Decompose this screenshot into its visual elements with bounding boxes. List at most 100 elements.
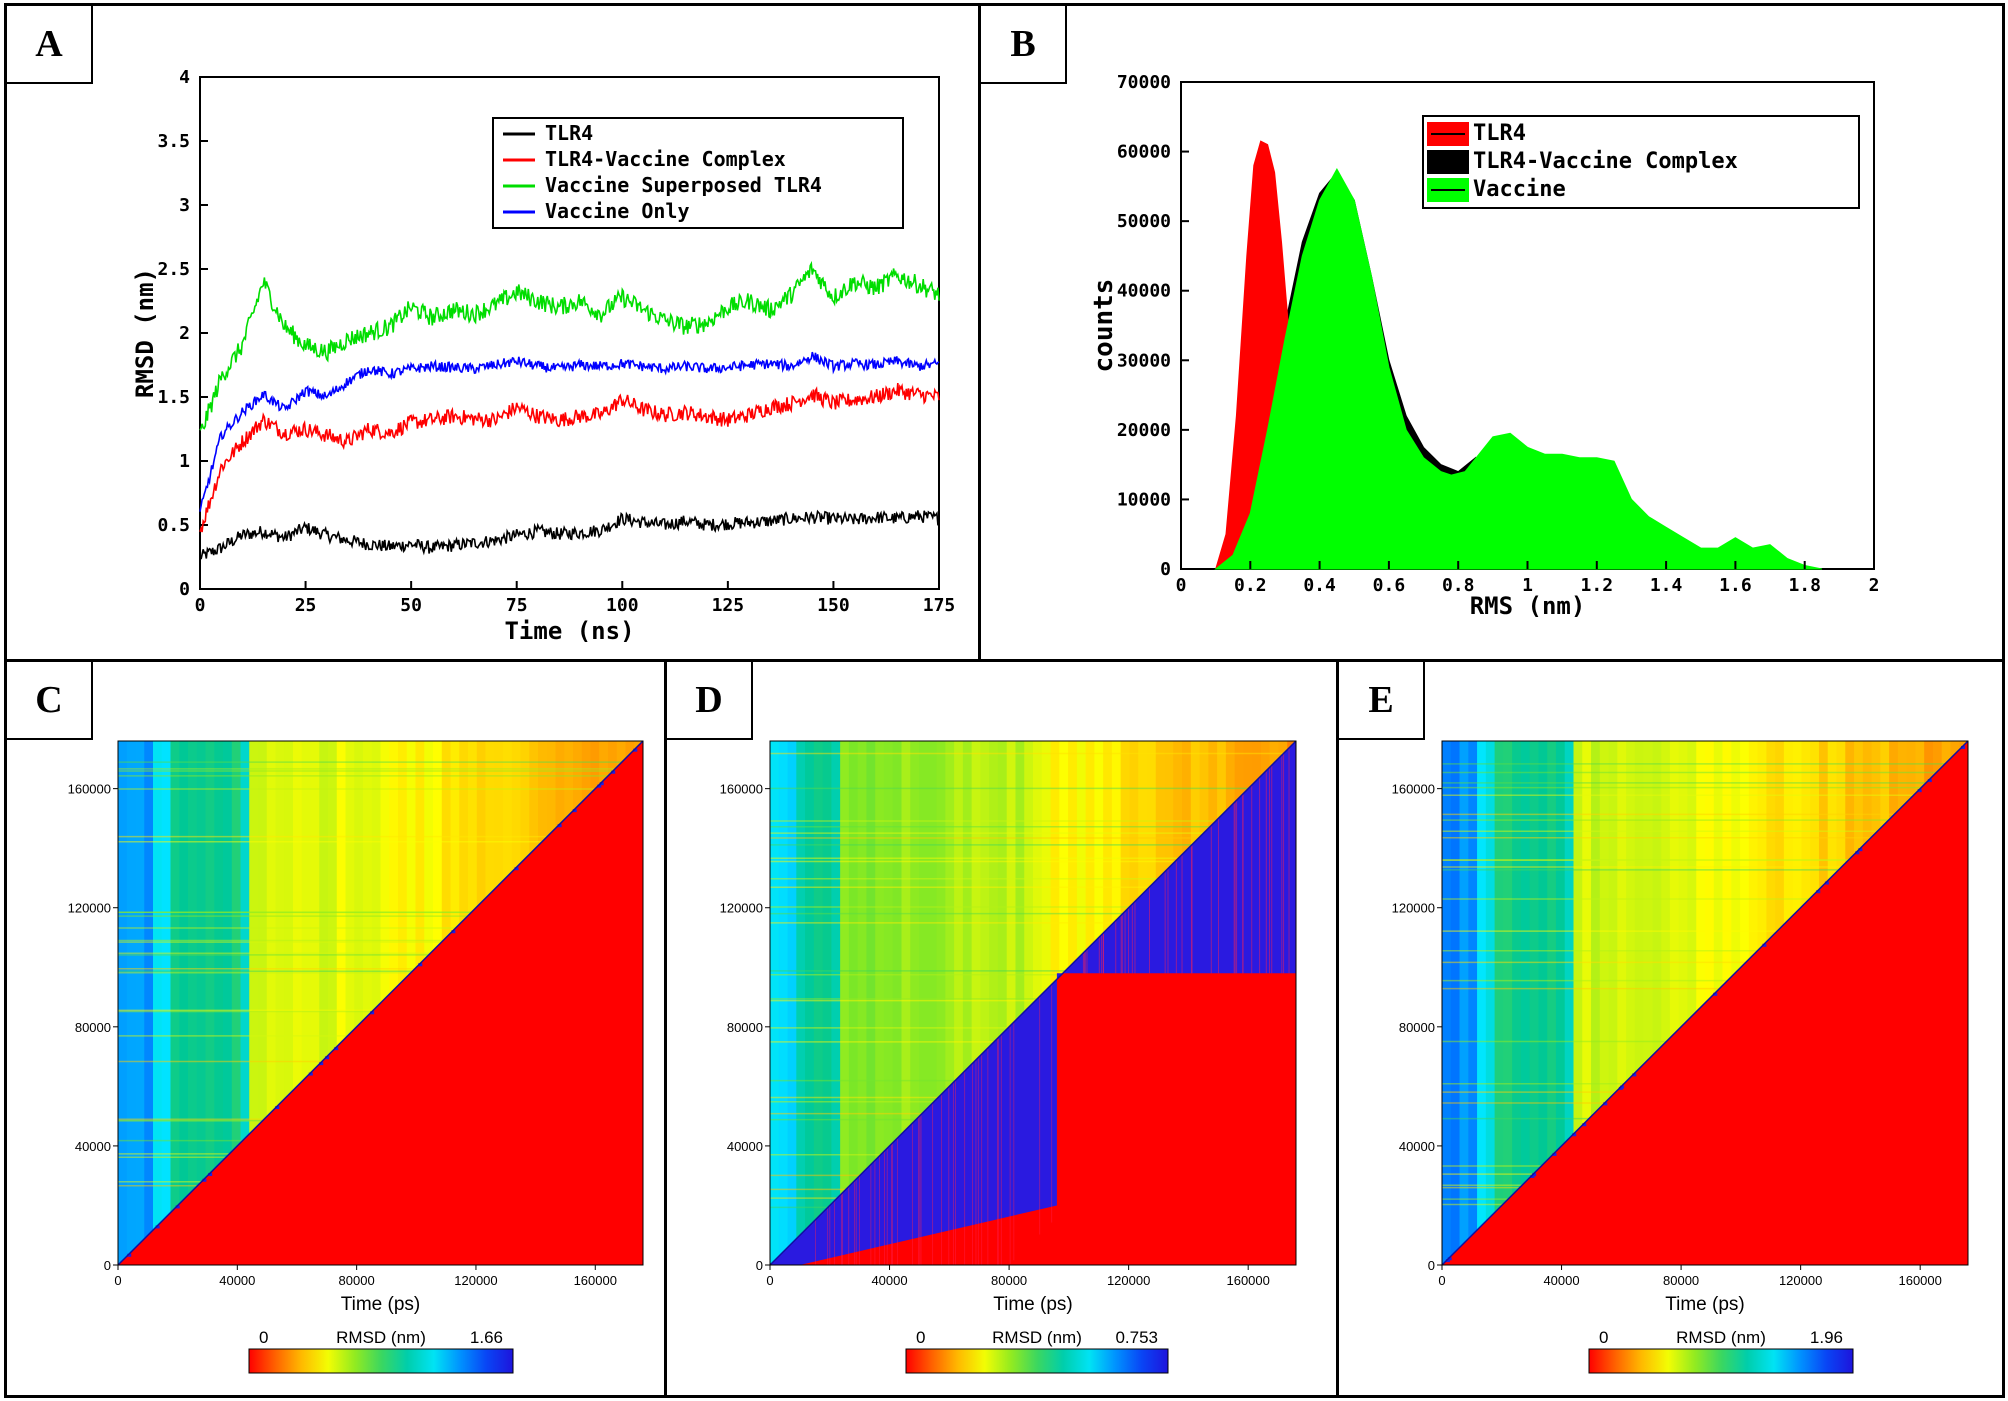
x-tick-label-b: 1 <box>1522 575 1533 596</box>
heatmap-column-c <box>284 741 294 1100</box>
heatmap-frame-c <box>117 740 644 1266</box>
heatmap-column-c <box>616 741 626 768</box>
y-tick-label-c: 80000 <box>75 1020 111 1035</box>
legend-label-tlr4-vaccine-complex: TLR4-Vaccine Complex <box>545 147 786 171</box>
heatmap-diagonal-speck-e <box>1917 789 1922 793</box>
heatmap-diagonal-speck-c <box>155 1225 160 1229</box>
heatmap-column-d <box>1287 741 1297 750</box>
heatmap-column-d <box>1024 741 1034 1012</box>
chart-a-rmsd-time: 0 25 50 75 100 125 150 175 0 0.5 1 1.5 2 2.5 3 3.5 4 Time… <box>131 67 955 645</box>
heatmap-column-d <box>1217 741 1227 820</box>
heatmap-column-c <box>231 741 241 1152</box>
heatmap-column-c <box>328 741 338 1056</box>
heatmap-column-c <box>135 741 145 1248</box>
y-axis-label-b: counts <box>1089 279 1119 373</box>
heatmap-column-e <box>1705 741 1715 1003</box>
heatmap-diagonal-speck-e <box>1713 992 1718 996</box>
heatmap-column-e <box>1538 741 1548 1169</box>
heatmap-diagonal-speck-c <box>127 1253 132 1257</box>
heatmap-upper-d <box>770 741 1297 1265</box>
heatmap-column-c <box>406 741 416 977</box>
heatmap-column-c <box>354 741 364 1030</box>
heatmap-column-d <box>1190 741 1201 846</box>
heatmap-column-c <box>398 741 408 986</box>
heatmap-column-e <box>1529 741 1539 1178</box>
heatmap-column-d <box>805 741 815 1231</box>
x-tick-label-b: 0.8 <box>1442 575 1475 596</box>
heatmap-upper-c <box>118 741 644 1265</box>
x-axis-label-c: Time (ps) <box>341 1294 421 1315</box>
heatmap-diagonal-speck-e <box>1762 943 1767 947</box>
x-axis-label-a: Time (ns) <box>504 617 634 645</box>
x-tick-label-b: 2 <box>1869 575 1880 596</box>
colorbar-min-e: 0 <box>1599 1328 1608 1347</box>
heatmap-column-c <box>336 741 346 1047</box>
heatmap-column-d <box>1234 741 1244 803</box>
heatmap-column-c <box>301 741 311 1082</box>
heatmap-column-d <box>857 741 867 1178</box>
y-tick-label-a: 2.5 <box>157 259 190 280</box>
panel-label-e: E <box>1339 662 1425 740</box>
heatmap-column-e <box>1582 741 1592 1126</box>
panel-label-a: A <box>7 6 93 84</box>
heatmap-diagonal-speck-e <box>1618 1086 1623 1090</box>
x-axis-label-b: RMS (nm) <box>1470 592 1586 620</box>
heatmap-column-e <box>1459 741 1469 1248</box>
heatmap-column-d <box>822 741 832 1213</box>
colorbar-min-c: 0 <box>259 1328 268 1347</box>
heatmap-column-e <box>1468 741 1478 1239</box>
panel-e: E 0 40000 80000 120000 160000 0 40000 80000 1200… <box>1336 659 2005 1398</box>
heatmap-column-d <box>892 741 902 1143</box>
legend-label-tlr4: TLR4 <box>545 121 593 145</box>
heatmap-column-e <box>1503 741 1513 1204</box>
heatmap-diagonal-speck-c <box>572 809 577 813</box>
x-tick-label-d: 160000 <box>1226 1273 1269 1288</box>
heatmap-column-c <box>476 741 486 907</box>
heatmap-column-d <box>1225 741 1236 811</box>
legend-label-tlr4: TLR4 <box>1473 121 1526 146</box>
heatmap-column-e <box>1801 741 1811 907</box>
y-tick-label-a: 2 <box>179 323 190 344</box>
x-tick-label-b: 0 <box>1176 575 1187 596</box>
x-tick-label-c: 40000 <box>219 1273 255 1288</box>
heatmap-diagonal-speck-e <box>1961 745 1966 749</box>
y-tick-label-d: 120000 <box>720 901 763 916</box>
legend-label-vaccine-only: Vaccine Only <box>545 199 690 223</box>
heatmap-diagonal-speck-c <box>557 824 562 828</box>
x-tick-label-c: 80000 <box>339 1273 375 1288</box>
heatmap-diagonal-speck-e <box>1824 881 1829 885</box>
heatmap-column-c <box>494 741 504 890</box>
heatmap-column-d <box>1260 741 1271 776</box>
x-tick-label-d: 120000 <box>1107 1273 1150 1288</box>
heatmap-diagonal-speck-e <box>1532 1173 1537 1177</box>
heatmap-column-d <box>1103 741 1113 934</box>
panel-d: D 0 40000 80000 120000 160000 0 40000 80000 1200… <box>664 659 1339 1398</box>
heatmap-column-e <box>1818 741 1829 890</box>
heatmap-column-e <box>1678 741 1688 1030</box>
heatmap-column-d <box>1006 741 1016 1030</box>
heatmap-column-e <box>1748 741 1759 960</box>
heatmap-column-e <box>1836 741 1846 872</box>
x-tick-label-d: 40000 <box>871 1273 907 1288</box>
heatmap-column-c <box>196 741 206 1187</box>
heatmap-column-d <box>1085 741 1095 951</box>
x-tick-label-a: 125 <box>712 595 745 616</box>
x-tick-label-a: 50 <box>400 595 422 616</box>
heatmap-column-d <box>1252 741 1262 785</box>
heatmap-column-c <box>459 741 469 925</box>
heatmap-column-c <box>468 741 478 916</box>
heatmap-column-c <box>170 741 180 1213</box>
y-tick-label-a: 0.5 <box>157 515 190 536</box>
heatmap-column-c <box>310 741 320 1073</box>
heatmap-column-c <box>380 741 390 1003</box>
heatmap-column-e <box>1477 741 1487 1231</box>
y-tick-label-e: 120000 <box>1392 901 1435 916</box>
heatmap-column-d <box>901 741 911 1134</box>
heatmap-diagonal-speck-c <box>202 1178 207 1182</box>
colorbar-d <box>905 1348 1169 1374</box>
y-tick-label-b: 30000 <box>1117 350 1171 371</box>
chart-c-rmsd-matrix: 0 40000 80000 120000 160000 0 40000 80000 120000… <box>68 740 644 1374</box>
heatmap-column-d <box>936 741 946 1100</box>
x-tick-label-b: 1.8 <box>1788 575 1821 596</box>
colorbar-min-d: 0 <box>916 1328 925 1347</box>
